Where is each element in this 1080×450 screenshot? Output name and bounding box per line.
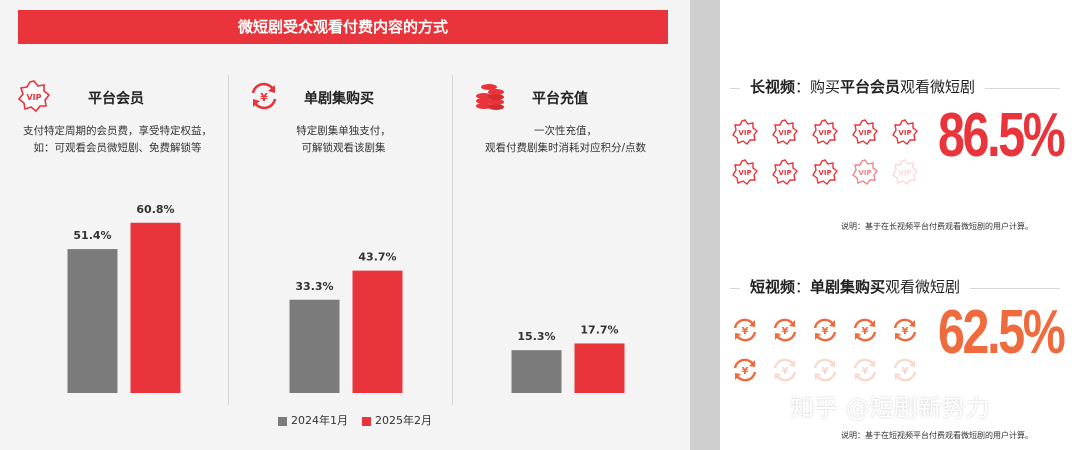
vip-badge-icon: VIP xyxy=(812,119,838,145)
yen-cycle-icon: ¥ xyxy=(733,318,757,342)
svg-text:¥: ¥ xyxy=(902,326,909,337)
desc-line: 一次性充值， xyxy=(534,125,597,137)
column-divider xyxy=(452,75,453,405)
chart-legend: 2024年1月 2025年2月 xyxy=(278,412,432,428)
desc-line: 可解锁观看该剧集 xyxy=(301,142,386,154)
svg-text:VIP: VIP xyxy=(26,93,41,102)
yen-cycle-icon: ¥ xyxy=(853,318,877,342)
short-video-heading: 短视频：单剧集购买观看微短剧 xyxy=(740,276,971,297)
desc-line: 特定剧集单独支付， xyxy=(296,125,391,137)
svg-text:VIP: VIP xyxy=(818,129,831,137)
svg-text:¥: ¥ xyxy=(862,326,869,337)
watermark: 知乎 @短剧新势力 xyxy=(790,394,990,422)
svg-text:VIP: VIP xyxy=(858,169,871,177)
bar-value-label: 15.3% xyxy=(517,330,555,343)
long-video-note: 说明：基于在长视频平台付费观看微短剧的用户计算。 xyxy=(841,222,1033,231)
method-desc: 特定剧集单独支付， 可解锁观看该剧集 xyxy=(236,123,451,157)
legend-swatch-red xyxy=(362,416,371,426)
bar-value-label: 60.8% xyxy=(136,203,174,216)
bar-value-label: 43.7% xyxy=(358,251,396,264)
svg-text:¥: ¥ xyxy=(822,326,829,337)
svg-text:¥: ¥ xyxy=(862,366,869,377)
desc-line: 观看付费剧集时消耗对应积分/点数 xyxy=(484,142,647,154)
svg-text:VIP: VIP xyxy=(738,129,751,137)
vip-badge-icon: VIP xyxy=(18,80,50,112)
left-panel: 微短剧受众观看付费内容的方式 VIP 平台会员 支付特定周期的会员费，享受特定权… xyxy=(0,0,690,450)
svg-text:¥: ¥ xyxy=(742,326,749,337)
method-platform-member: VIP 平台会员 支付特定周期的会员费，享受特定权益， 如：可观看会员微短剧、免… xyxy=(10,80,225,190)
vip-badge-icon: VIP xyxy=(772,119,798,145)
panel-divider xyxy=(690,0,720,450)
method-title: 单剧集购买 xyxy=(304,91,374,107)
svg-text:VIP: VIP xyxy=(818,169,831,177)
vip-badge-icon: VIP xyxy=(732,119,758,145)
method-title: 平台充值 xyxy=(532,91,588,107)
coin-stack-icon xyxy=(476,84,504,110)
bar-value-label: 33.3% xyxy=(295,280,333,293)
desc-line: 支付特定周期的会员费，享受特定权益， xyxy=(23,125,212,137)
bar xyxy=(130,222,181,393)
svg-text:VIP: VIP xyxy=(898,169,911,177)
method-title: 平台会员 xyxy=(88,91,144,107)
vip-badge-icon: VIP xyxy=(892,159,918,185)
page-title: 微短剧受众观看付费内容的方式 xyxy=(18,10,668,44)
yen-cycle-icon: ¥ xyxy=(853,358,877,382)
desc-line: 如：可观看会员微短剧、免费解锁等 xyxy=(33,142,202,154)
bar-value-label: 17.7% xyxy=(580,323,618,336)
legend-item-2024: 2024年1月 xyxy=(278,412,348,428)
vip-badge-icon: VIP xyxy=(732,159,758,185)
yen-cycle-icon: ¥ xyxy=(813,318,837,342)
legend-swatch-gray xyxy=(278,416,287,426)
svg-text:¥: ¥ xyxy=(822,366,829,377)
short-video-yen-icon-grid: ¥ ¥ ¥ ¥ ¥ ¥ ¥ ¥ ¥ ¥ xyxy=(733,318,917,382)
vip-badge-icon: VIP xyxy=(812,159,838,185)
bar xyxy=(352,270,403,393)
long-video-percent: 86.5% xyxy=(938,101,1066,170)
long-video-vip-icon-grid: VIP VIP VIP VIP VIP VIP VIP VIP VIP VIP xyxy=(732,119,918,185)
yen-cycle-icon: ¥ xyxy=(773,358,797,382)
long-video-heading: 长视频：购买平台会员观看微短剧 xyxy=(740,76,986,97)
method-recharge: 平台充值 一次性充值， 观看付费剧集时消耗对应积分/点数 xyxy=(458,80,673,190)
short-video-percent: 62.5% xyxy=(938,298,1066,367)
vip-badge-icon: VIP xyxy=(852,119,878,145)
vip-badge-icon: VIP xyxy=(852,159,878,185)
yen-cycle-icon: ¥ xyxy=(813,358,837,382)
svg-text:¥: ¥ xyxy=(742,366,749,377)
svg-text:¥: ¥ xyxy=(782,326,789,337)
bar xyxy=(289,299,340,393)
column-divider xyxy=(228,75,229,405)
vip-badge-icon: VIP xyxy=(772,159,798,185)
svg-text:¥: ¥ xyxy=(782,366,789,377)
svg-text:¥: ¥ xyxy=(260,91,268,104)
payment-method-bar-chart: 51.4% 60.8% 33.3% 43.7% 15.3% 17.7% xyxy=(67,203,625,393)
bar xyxy=(511,350,562,393)
svg-text:VIP: VIP xyxy=(778,129,791,137)
vip-badge-icon: VIP xyxy=(892,119,918,145)
svg-text:¥: ¥ xyxy=(902,366,909,377)
svg-text:VIP: VIP xyxy=(778,169,791,177)
right-panel: 长视频：购买平台会员观看微短剧 VIP VIP VIP VIP VIP VIP VIP VIP… xyxy=(720,0,1080,450)
svg-text:VIP: VIP xyxy=(898,129,911,137)
method-single-episode: ¥ 单剧集购买 特定剧集单独支付， 可解锁观看该剧集 xyxy=(236,80,451,190)
short-video-note: 说明：基于在短视频平台付费观看微短剧的用户计算。 xyxy=(841,431,1033,440)
legend-item-2025: 2025年2月 xyxy=(362,412,432,428)
method-desc: 一次性充值， 观看付费剧集时消耗对应积分/点数 xyxy=(458,123,673,157)
bar xyxy=(67,249,118,393)
yen-cycle-icon: ¥ xyxy=(773,318,797,342)
yen-cycle-icon: ¥ xyxy=(251,82,277,110)
yen-cycle-icon: ¥ xyxy=(893,358,917,382)
bar-value-label: 51.4% xyxy=(73,229,111,242)
yen-cycle-icon: ¥ xyxy=(893,318,917,342)
method-desc: 支付特定周期的会员费，享受特定权益， 如：可观看会员微短剧、免费解锁等 xyxy=(10,123,225,157)
yen-cycle-icon: ¥ xyxy=(733,358,757,382)
svg-text:VIP: VIP xyxy=(858,129,871,137)
svg-text:VIP: VIP xyxy=(738,169,751,177)
bar xyxy=(574,343,625,393)
